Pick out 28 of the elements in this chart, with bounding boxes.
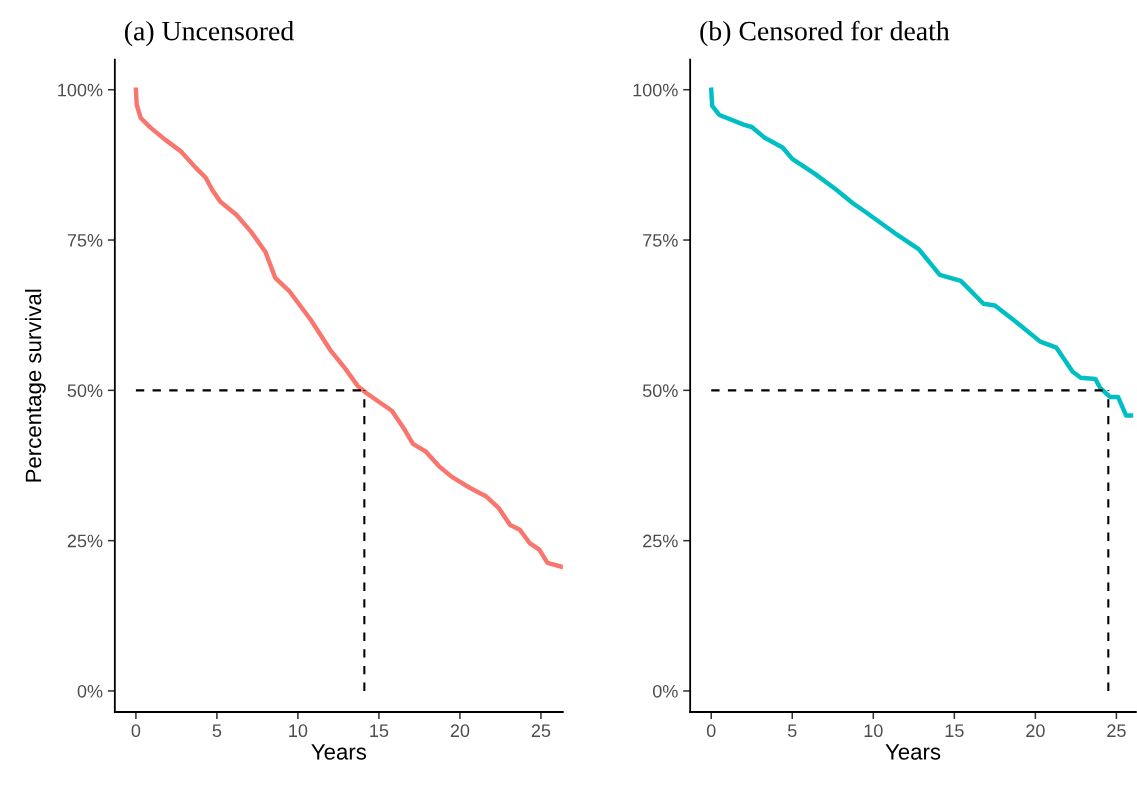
x-tick-label: 0 — [131, 724, 141, 738]
chart-title: (a) Uncensored — [125, 20, 294, 47]
x-tick-label: 5 — [212, 724, 222, 738]
y-tick-label: 25% — [67, 534, 103, 548]
x-tick-label: 10 — [864, 724, 883, 738]
y-tick-label: 100% — [58, 83, 103, 97]
y-tick-label: 25% — [643, 534, 678, 548]
y-tick-label: 100% — [633, 83, 678, 97]
y-tick-label: 75% — [67, 234, 103, 247]
x-tick-label: 0 — [706, 724, 716, 738]
x-tick-label: 20 — [1026, 724, 1045, 738]
y-tick-label: 50% — [67, 384, 103, 398]
x-axis-title: Years — [311, 744, 367, 760]
y-tick-label: 75% — [643, 234, 678, 247]
x-tick-label: 20 — [450, 724, 470, 738]
x-tick-label: 15 — [370, 724, 389, 738]
line-series — [133, 87, 563, 570]
x-tick-label: 25 — [1107, 724, 1126, 738]
x-tick-label: 25 — [531, 724, 551, 738]
x-tick-label: 5 — [787, 724, 797, 738]
y-tick-label: 0% — [77, 684, 103, 698]
y-axis-title: Percentage survival — [25, 289, 46, 482]
y-tick-label: 50% — [642, 384, 678, 398]
x-tick-label: 10 — [289, 724, 308, 738]
chart-title: (b) Censored for death — [700, 20, 950, 47]
x-tick-label: 15 — [945, 724, 964, 738]
x-axis-title: Years — [885, 744, 941, 760]
y-tick-label: 0% — [652, 684, 678, 698]
